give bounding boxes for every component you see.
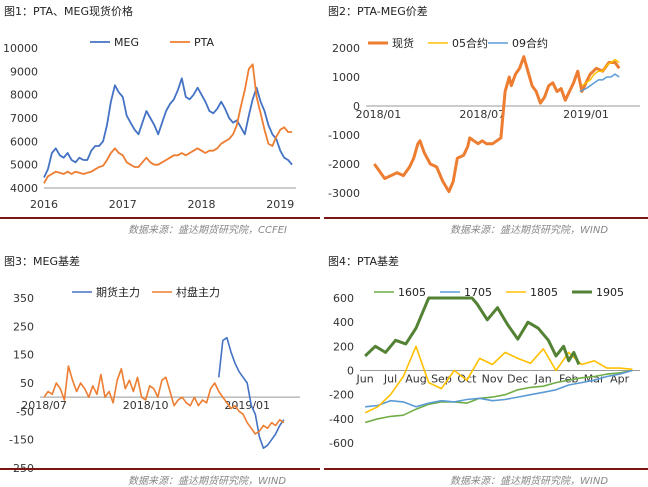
y-tick-label: 5000	[10, 159, 38, 172]
series-line	[43, 77, 293, 178]
y-tick-label: 2000	[332, 42, 360, 55]
y-tick-label: 250	[13, 320, 34, 333]
legend-label: 1805	[530, 286, 558, 299]
x-tick-label: 2018	[188, 198, 216, 211]
chart-title: 图4：PTA基差	[328, 255, 400, 268]
x-tick-label: 2019/01	[563, 108, 609, 121]
chart-title: 图3：MEG基差	[4, 255, 80, 268]
legend-label: MEG	[114, 36, 139, 49]
series-line	[364, 296, 581, 366]
legend-label: 期货主力	[96, 285, 140, 299]
legend-label: 现货	[392, 36, 414, 50]
x-tick-label: Jun	[355, 373, 373, 386]
chart-panel-1: 图1：PTA、MEG现货价格 10000 9000 8000 7000 6000 5000…	[0, 0, 320, 225]
series-line	[364, 369, 633, 424]
x-tick-label: 2016	[30, 198, 58, 211]
y-tick-label: 9000	[10, 65, 38, 78]
source-note: 数据来源：盛达期货研究院，WIND	[450, 225, 609, 236]
divider-rule	[0, 217, 320, 219]
y-tick-label: -50	[16, 405, 34, 418]
x-tick-label: Jul	[383, 373, 397, 386]
legend-label: 1705	[464, 286, 492, 299]
series-line	[364, 345, 633, 414]
x-tick-label: 2018/07	[459, 108, 505, 121]
y-tick-label: 0	[347, 365, 354, 378]
y-tick-label: -150	[9, 434, 34, 447]
series-line	[579, 73, 620, 93]
x-tick-label: Jan	[534, 373, 552, 386]
legend-label: PTA	[194, 36, 214, 49]
x-tick-label: 2018/10	[123, 399, 169, 412]
x-tick-label: 2018/07	[21, 399, 67, 412]
y-tick-label: 7000	[10, 112, 38, 125]
chart-panel-2: 图2：PTA-MEG价差 2000 1000 0 -1000 -2000 -3000 201…	[324, 0, 644, 225]
series-line	[43, 365, 285, 435]
y-tick-label: 150	[13, 349, 34, 362]
x-tick-label: 2018/01	[356, 108, 402, 121]
chart-1-svg: 10000 9000 8000 7000 6000 5000 4000 2016 2017 201…	[3, 36, 296, 211]
y-tick-label: -400	[329, 413, 354, 426]
y-tick-label: 200	[333, 340, 354, 353]
chart-2-svg: 2000 1000 0 -1000 -2000 -3000 2018/01 2018/07 20…	[328, 36, 640, 200]
x-tick-label: Nov	[482, 373, 504, 386]
chart-panel-3: 图3：MEG基差 350 250 150 50 -50 -150 -250 2018/07 20…	[0, 250, 320, 475]
x-tick-label: 2019/01	[224, 399, 270, 412]
y-tick-label: 350	[13, 292, 34, 305]
y-tick-label: 400	[333, 316, 354, 329]
y-tick-label: 0	[353, 100, 360, 113]
source-note: 数据来源：盛达期货研究院，WIND	[128, 476, 287, 487]
legend-label: 1905	[596, 286, 624, 299]
x-tick-label: 2019	[266, 198, 294, 211]
legend-label: 村盘主力	[176, 285, 220, 299]
series-line	[218, 336, 285, 449]
series-line	[365, 369, 633, 408]
y-tick-label: 50	[20, 377, 34, 390]
divider-rule	[324, 217, 648, 219]
y-tick-label: -600	[329, 437, 354, 450]
x-tick-label: Feb	[559, 373, 578, 386]
x-tick-label: Aug	[405, 373, 426, 386]
y-tick-label: -2000	[328, 158, 360, 171]
legend-label: 05合约	[452, 36, 488, 50]
chart-panel-4: 图4：PTA基差 600 400 200 0 -200 -400 -600 Jun Jul Aug…	[324, 250, 644, 475]
source-note: 数据来源：盛达期货研究院，CCFEI	[128, 225, 287, 236]
y-tick-label: -200	[329, 389, 354, 402]
y-tick-label: 6000	[10, 135, 38, 148]
source-note: 数据来源：盛达期货研究院，WIND	[450, 476, 609, 487]
chart-title: 图2：PTA-MEG价差	[328, 5, 428, 18]
legend-label: 09合约	[512, 36, 548, 50]
x-tick-label: Dec	[507, 373, 528, 386]
x-tick-label: 2017	[109, 198, 137, 211]
series-line	[581, 58, 620, 87]
y-tick-label: 1000	[332, 71, 360, 84]
y-tick-label: 8000	[10, 89, 38, 102]
y-tick-label: 4000	[10, 182, 38, 195]
chart-title: 图1：PTA、MEG现货价格	[4, 5, 133, 18]
y-tick-label: -3000	[328, 187, 360, 200]
divider-rule	[324, 468, 648, 470]
y-tick-label: 600	[333, 292, 354, 305]
legend-label: 1605	[398, 286, 426, 299]
y-tick-label: 10000	[3, 42, 38, 55]
series-line	[373, 55, 621, 194]
divider-rule	[0, 468, 320, 470]
series-line	[43, 63, 293, 184]
y-tick-label: -1000	[328, 129, 360, 142]
